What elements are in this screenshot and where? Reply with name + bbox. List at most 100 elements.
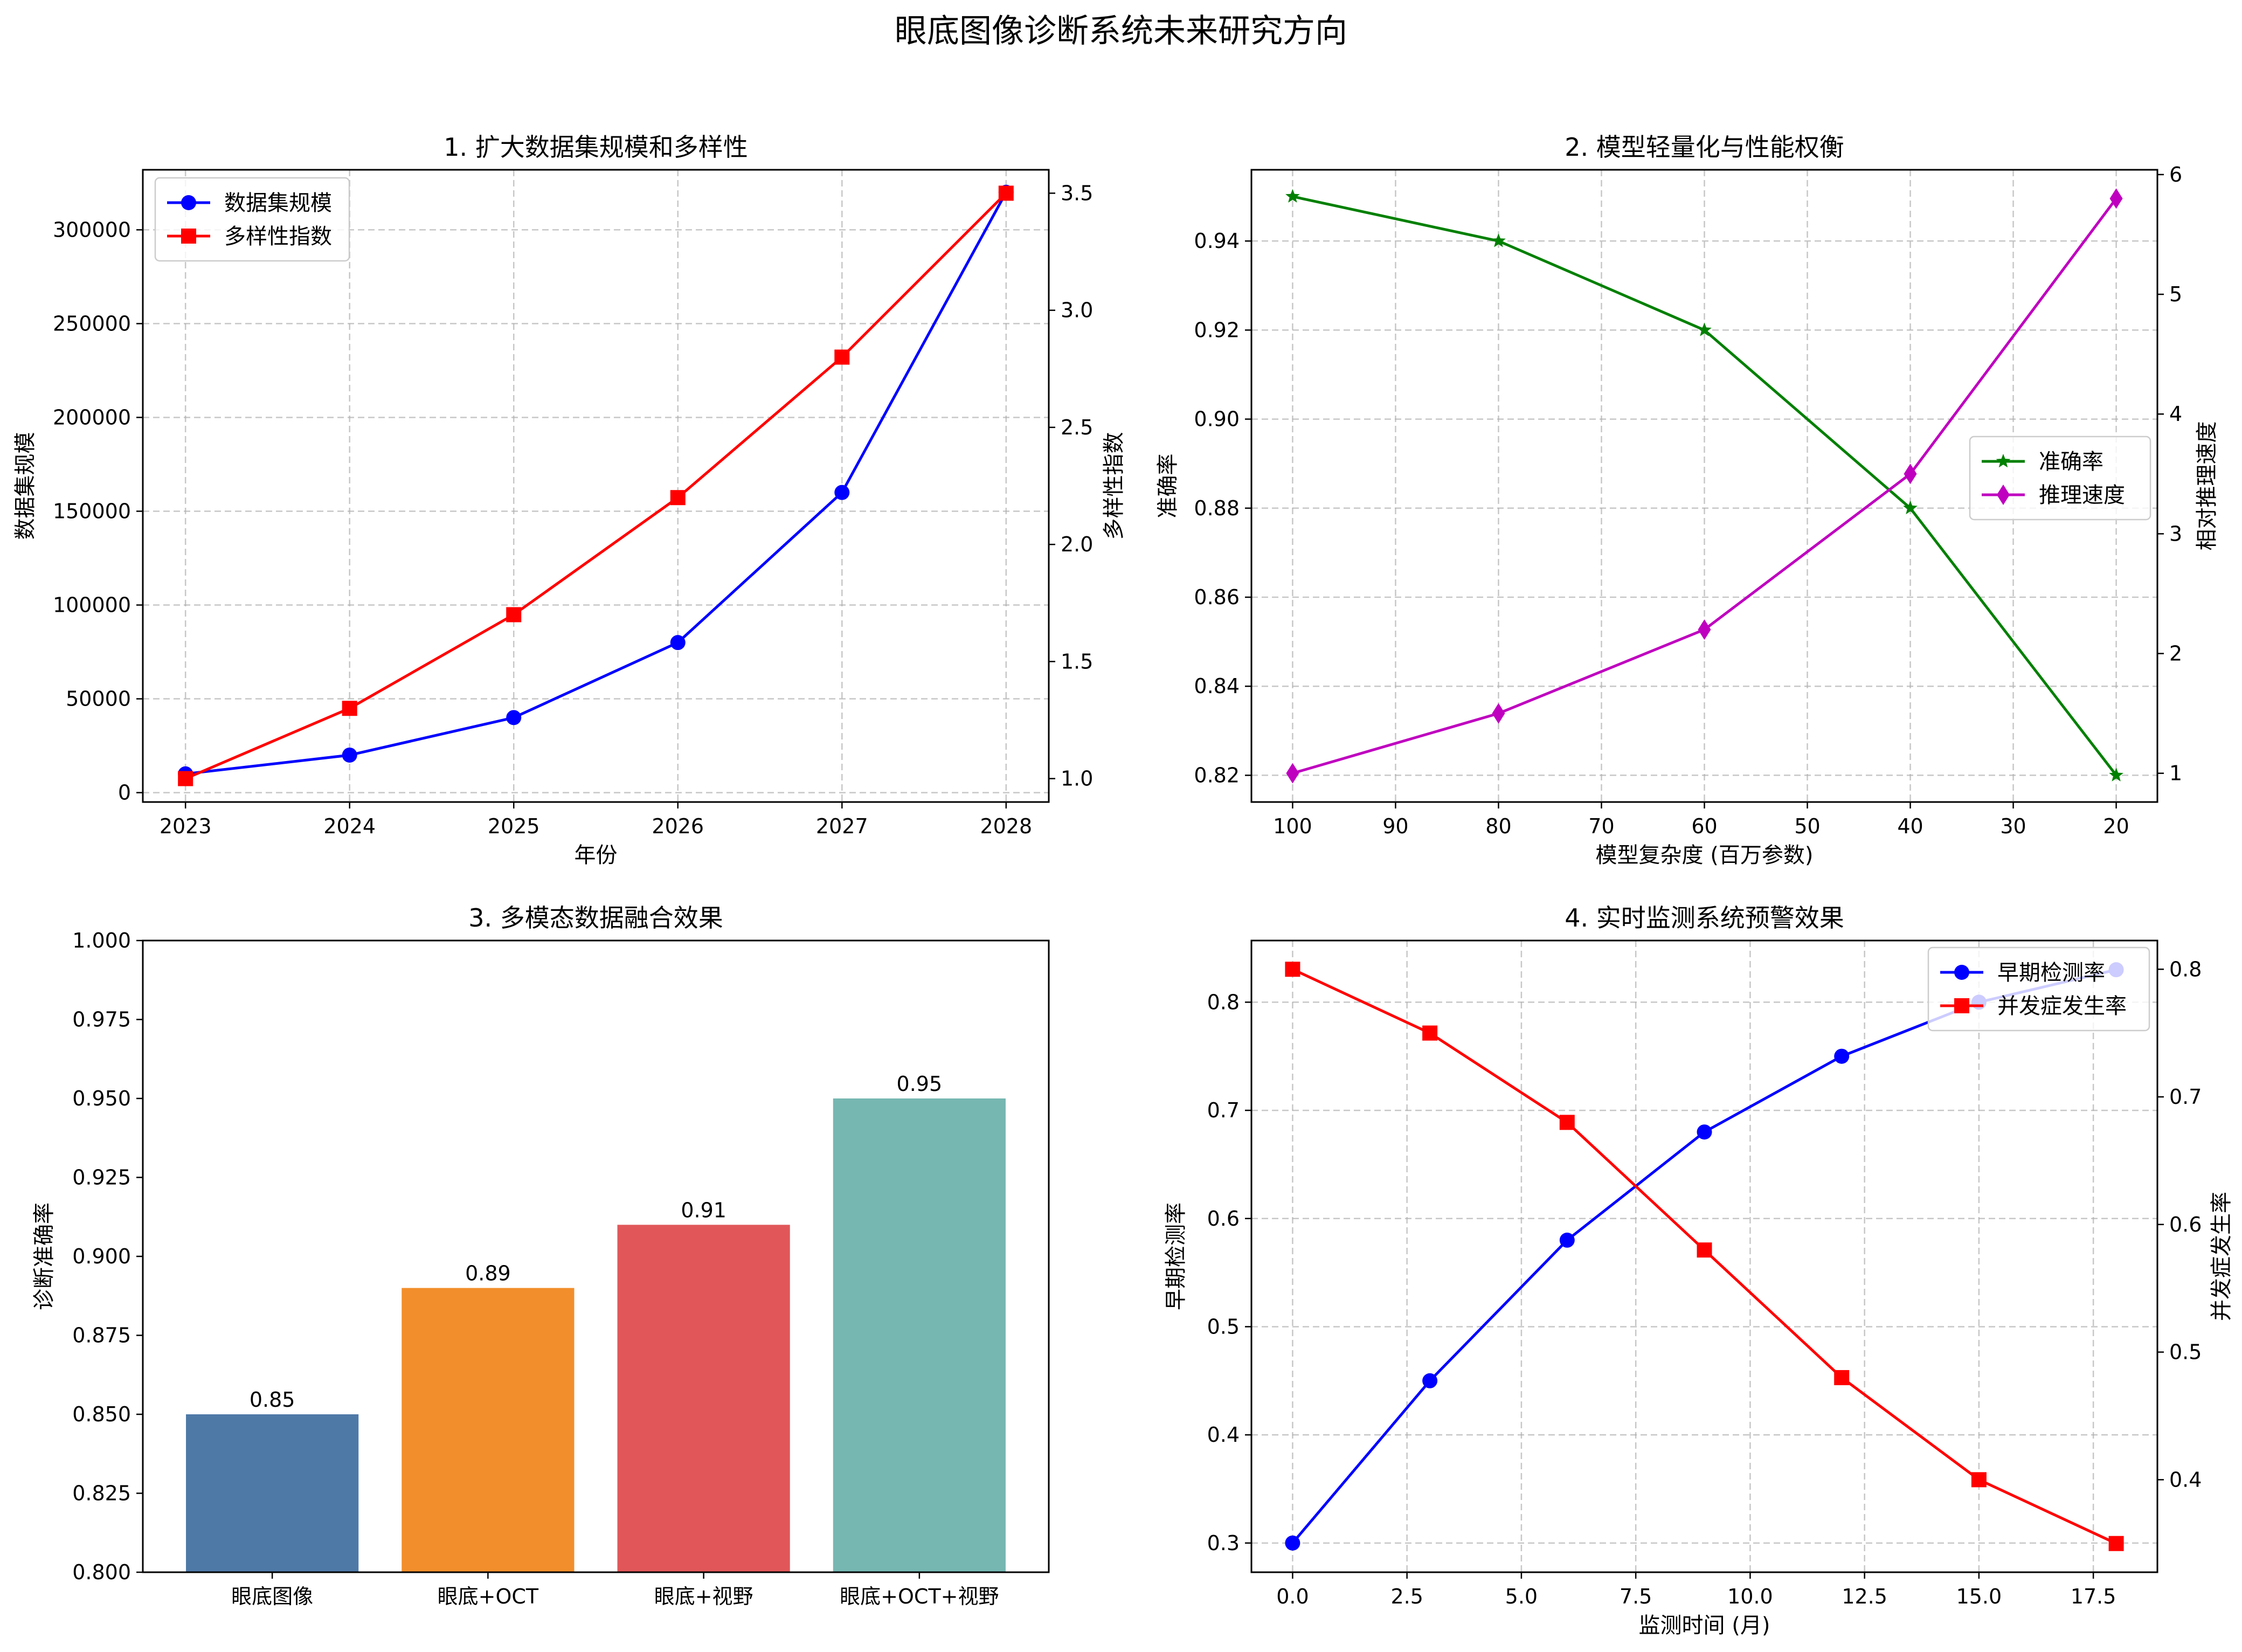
x-tick-label: 眼底+OCT xyxy=(438,1585,539,1608)
legend-label-1: 早期检测率 xyxy=(1997,960,2105,985)
data-point-s2-5 xyxy=(2109,188,2123,209)
legend-frame xyxy=(1969,436,2151,521)
y2-tick-label: 2.0 xyxy=(1061,533,1093,556)
y-tick-label: 0.90 xyxy=(1194,407,1240,431)
legend-marker-2 xyxy=(181,229,196,244)
legend-frame xyxy=(154,177,350,262)
data-point-s1-2 xyxy=(342,747,357,763)
y2-tick-label: 1 xyxy=(2169,762,2182,785)
data-point-s2-5 xyxy=(1834,1370,1850,1385)
data-point-s1-5 xyxy=(2109,768,2123,782)
x-tick-label: 60 xyxy=(1691,814,1717,838)
x-tick-label: 12.5 xyxy=(1842,1585,1887,1608)
data-point-s2-1 xyxy=(1286,763,1299,784)
figure-suptitle: 眼底图像诊断系统未来研究方向 xyxy=(895,12,1347,50)
data-point-s2-6 xyxy=(1971,1472,1987,1488)
x-tick-label: 眼底+OCT+视野 xyxy=(840,1585,999,1608)
y-tick-label: 0.850 xyxy=(72,1402,131,1426)
bar-value-label-3: 0.91 xyxy=(681,1198,726,1222)
y-tick-label: 1.000 xyxy=(72,929,131,952)
data-point-s2-2 xyxy=(1492,703,1505,724)
axes-frame xyxy=(142,169,1050,803)
x-axis-label: 年份 xyxy=(575,843,618,868)
data-point-s2-3 xyxy=(506,607,522,623)
y2-tick-label: 0.7 xyxy=(2169,1085,2202,1109)
y-tick-label: 300000 xyxy=(53,218,131,241)
y-tick-label: 250000 xyxy=(53,312,131,335)
y-tick-label: 0.925 xyxy=(72,1166,131,1190)
bar-value-label-4: 0.95 xyxy=(897,1072,943,1096)
data-point-s1-5 xyxy=(1834,1048,1850,1064)
y2-tick-label: 1.0 xyxy=(1061,767,1093,791)
x-tick-label: 10.0 xyxy=(1727,1585,1773,1608)
chart-title: 2. 模型轻量化与性能权衡 xyxy=(1565,133,1844,162)
x-tick-label: 20 xyxy=(2103,814,2129,838)
y-tick-label: 0.7 xyxy=(1207,1098,1240,1122)
data-point-s2-2 xyxy=(342,701,357,716)
y2-tick-label: 3 xyxy=(2169,522,2182,545)
x-tick-label: 0.0 xyxy=(1276,1585,1309,1608)
y-tick-label: 0.900 xyxy=(72,1245,131,1268)
data-point-s1-1 xyxy=(1285,189,1300,203)
legend-label-2: 推理速度 xyxy=(2039,483,2125,508)
y2-tick-label: 0.4 xyxy=(2169,1468,2202,1491)
data-point-s2-4 xyxy=(1904,464,1917,485)
x-tick-label: 2026 xyxy=(652,814,704,838)
y-tick-label: 200000 xyxy=(53,405,131,429)
y2-tick-label: 5 xyxy=(2169,282,2182,306)
y-tick-label: 150000 xyxy=(53,499,131,523)
x-tick-label: 80 xyxy=(1485,814,1511,838)
bar-2 xyxy=(402,1288,575,1572)
x-tick-label: 眼底图像 xyxy=(231,1585,313,1608)
axes-frame xyxy=(1250,939,2158,1573)
legend-label-2: 并发症发生率 xyxy=(1997,994,2127,1019)
x-tick-label: 40 xyxy=(1897,814,1923,838)
y2-tick-label: 4 xyxy=(2169,402,2182,426)
legend-marker-2 xyxy=(1954,998,1969,1013)
y-tick-label: 0.875 xyxy=(72,1324,131,1347)
legend-label-2: 多样性指数 xyxy=(224,224,332,249)
data-point-s1-4 xyxy=(670,635,686,651)
bar-3 xyxy=(617,1225,790,1572)
data-point-s2-2 xyxy=(1422,1025,1438,1041)
x-tick-label: 2025 xyxy=(488,814,540,838)
y-tick-label: 0.94 xyxy=(1194,229,1240,253)
y-tick-label: 0.825 xyxy=(72,1482,131,1505)
data-point-s2-1 xyxy=(1285,962,1300,977)
chart-realtime-monitoring: 4. 实时监测系统预警效果 0.0 2.5 5.0 7.5 10.0 12.5 15.0 17.… xyxy=(1164,903,2234,1638)
data-point-s1-2 xyxy=(1491,233,1506,247)
y2-axis-label: 并发症发生率 xyxy=(2209,1192,2234,1321)
x-tick-label: 100 xyxy=(1273,814,1312,838)
y-axis-label: 早期检测率 xyxy=(1164,1202,1188,1310)
bar-value-label-2: 0.89 xyxy=(465,1262,511,1285)
x-tick-label: 70 xyxy=(1588,814,1614,838)
data-point-s1-3 xyxy=(1697,322,1712,336)
x-axis-label: 模型复杂度 (百万参数) xyxy=(1596,843,1814,868)
x-tick-label: 7.5 xyxy=(1620,1585,1652,1608)
legend-label-1: 准确率 xyxy=(2039,450,2103,474)
data-point-s1-4 xyxy=(1903,500,1918,515)
data-point-s1-3 xyxy=(506,710,522,725)
x-tick-label: 2.5 xyxy=(1390,1585,1423,1608)
chart-title: 4. 实时监测系统预警效果 xyxy=(1565,903,1844,932)
x-tick-label: 5.0 xyxy=(1505,1585,1538,1608)
x-tick-label: 15.0 xyxy=(1956,1585,2002,1608)
y2-tick-label: 0.6 xyxy=(2169,1213,2202,1236)
y-tick-label: 0.5 xyxy=(1207,1315,1240,1338)
legend-marker-2 xyxy=(1997,485,2010,505)
y-tick-label: 0.8 xyxy=(1207,990,1240,1014)
y-tick-label: 0.950 xyxy=(72,1087,131,1110)
y2-tick-label: 0.5 xyxy=(2169,1340,2202,1364)
data-point-s2-1 xyxy=(178,771,193,786)
data-point-s2-3 xyxy=(1559,1115,1575,1130)
chart-dataset-scale: 1. 扩大数据集规模和多样性 2023 2024 2025 2026 2027 2028 0 5… xyxy=(13,133,1126,868)
y-tick-label: 0.88 xyxy=(1194,496,1240,520)
data-point-s2-4 xyxy=(670,490,686,506)
data-point-s1-2 xyxy=(1422,1373,1438,1388)
data-point-s2-6 xyxy=(998,185,1014,201)
y-axis-label: 数据集规模 xyxy=(13,432,38,540)
y2-axis-label: 多样性指数 xyxy=(1102,432,1126,540)
legend-marker-1 xyxy=(1996,454,2011,468)
chart-title: 1. 扩大数据集规模和多样性 xyxy=(444,133,748,162)
y-tick-label: 0.975 xyxy=(72,1008,131,1032)
